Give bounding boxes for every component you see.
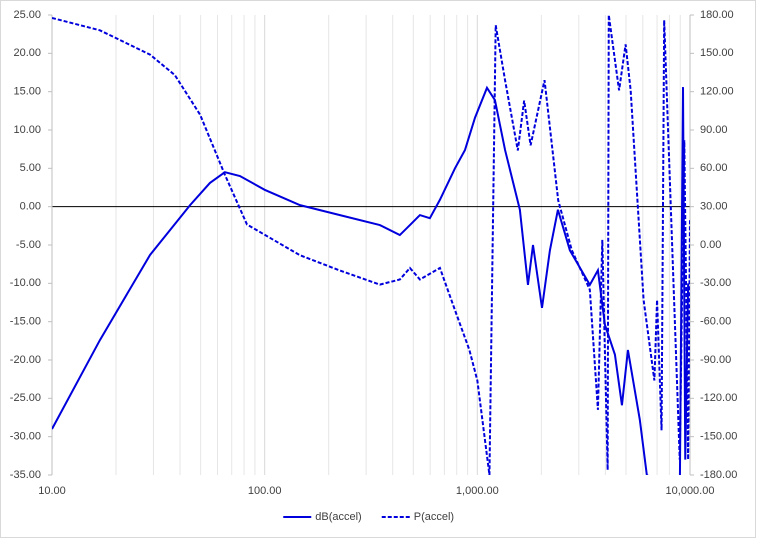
x-tick-label: 10,000.00 — [666, 485, 715, 497]
y2-tick-label: 60.00 — [700, 162, 728, 174]
y-tick-label: -35.00 — [10, 469, 41, 481]
y2-tick-label: -150.00 — [700, 431, 737, 443]
y2-tick-label: -30.00 — [700, 277, 731, 289]
y2-tick-label: 90.00 — [700, 124, 728, 136]
y-tick-label: -15.00 — [10, 316, 41, 328]
x-tick-label: 10.00 — [38, 485, 66, 497]
y2-tick-label: 120.00 — [700, 86, 734, 98]
y-tick-label: -20.00 — [10, 354, 41, 366]
y2-tick-label: 0.00 — [700, 239, 721, 251]
y-tick-label: -30.00 — [10, 431, 41, 443]
y2-tick-label: -120.00 — [700, 392, 737, 404]
y-tick-label: -5.00 — [16, 239, 41, 251]
plot-area — [52, 15, 690, 475]
y-tick-label: 0.00 — [20, 201, 41, 213]
y-tick-label: -10.00 — [10, 277, 41, 289]
y2-tick-label: -60.00 — [700, 316, 731, 328]
y2-tick-label: 150.00 — [700, 47, 734, 59]
x-tick-label: 1,000.00 — [456, 485, 499, 497]
y2-tick-label: 30.00 — [700, 201, 728, 213]
y-tick-label: -25.00 — [10, 392, 41, 404]
series-line — [52, 15, 690, 475]
x-tick-label: 100.00 — [248, 485, 282, 497]
y-tick-label: 15.00 — [13, 86, 41, 98]
y2-tick-label: 180.00 — [700, 9, 734, 21]
y-tick-label: 25.00 — [13, 9, 41, 21]
y-tick-label: 10.00 — [13, 124, 41, 136]
y-tick-label: 5.00 — [20, 162, 41, 174]
y-tick-label: 20.00 — [13, 47, 41, 59]
legend-label: dB(accel) — [315, 511, 361, 523]
y2-tick-label: -90.00 — [700, 354, 731, 366]
legend-label: P(accel) — [414, 511, 454, 523]
y2-tick-label: -180.00 — [700, 469, 737, 481]
